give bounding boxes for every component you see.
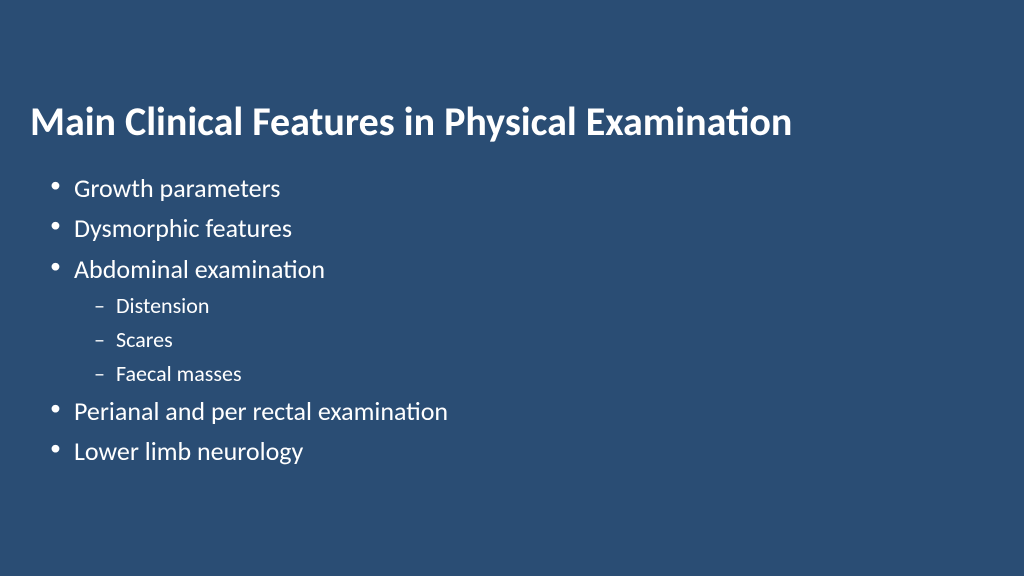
list-item: Lower limb neurology [74, 431, 994, 471]
list-item-text: Dysmorphic features [74, 212, 292, 244]
list-item: Perianal and per rectal examination [74, 391, 994, 431]
list-item-text: Lower limb neurology [74, 435, 303, 467]
list-item: Dysmorphic features [74, 208, 994, 248]
sub-list-item-text: Faecal masses [116, 360, 242, 387]
sub-list: Distension Scares Faecal masses [74, 289, 994, 391]
list-item-text: Growth parameters [74, 172, 280, 204]
list-item-text: Perianal and per rectal examination [74, 395, 448, 427]
list-item-text: Abdominal examination [74, 253, 325, 285]
slide-title: Main Clinical Features in Physical Exami… [30, 100, 994, 144]
sub-list-item: Scares [116, 323, 994, 357]
list-item: Growth parameters [74, 168, 994, 208]
sub-list-item-text: Distension [116, 292, 209, 319]
sub-list-item: Faecal masses [116, 357, 994, 391]
sub-list-item: Distension [116, 289, 994, 323]
bullet-list: Growth parameters Dysmorphic features Ab… [30, 168, 994, 472]
sub-list-item-text: Scares [116, 326, 173, 353]
list-item: Abdominal examination Distension Scares … [74, 249, 994, 392]
